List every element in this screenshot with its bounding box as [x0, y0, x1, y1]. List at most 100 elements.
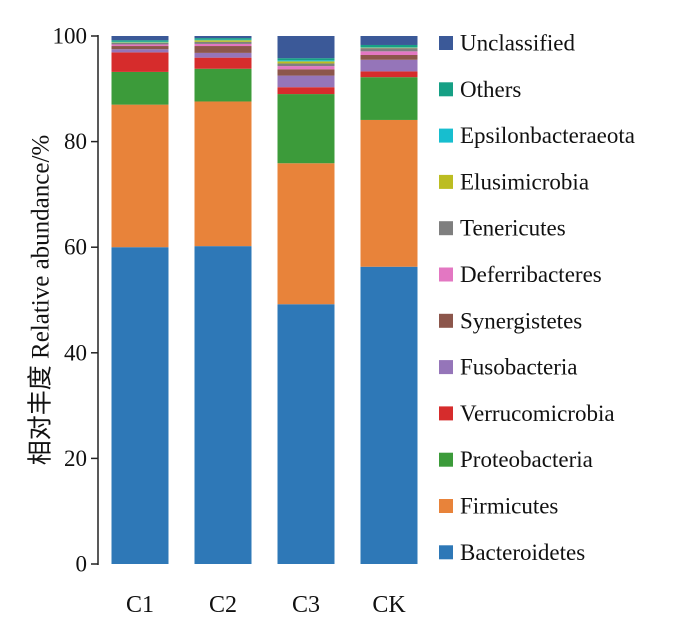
- legend-swatch: [439, 545, 453, 560]
- legend-swatch: [439, 174, 453, 189]
- bar-c1-others: [111, 40, 169, 42]
- legend-swatch: [439, 360, 453, 375]
- x-tick-label-ck: CK: [372, 592, 406, 618]
- legend-label: Deferribacteres: [460, 262, 602, 287]
- bar-ck-verrucomicrobia: [360, 71, 418, 78]
- legend-swatch: [439, 267, 453, 282]
- bar-c3-synergistetes: [277, 69, 335, 76]
- legend-item-deferribacteres: Deferribacteres: [439, 262, 602, 287]
- bar-c2-verrucomicrobia: [194, 57, 252, 69]
- bar-stack-ck: [360, 36, 418, 564]
- y-tick-label: 40: [64, 340, 87, 365]
- legend-item-synergistetes: Synergistetes: [439, 308, 582, 333]
- bar-c2-bacteroidetes: [194, 246, 252, 565]
- legend-label: Firmicutes: [460, 494, 558, 519]
- x-tick-label-c1: C1: [126, 592, 154, 618]
- bar-c3-bacteroidetes: [277, 304, 335, 564]
- y-tick-label: 0: [76, 552, 88, 577]
- bar-c2-proteobacteria: [194, 68, 252, 102]
- bar-c1-synergistetes: [111, 46, 169, 50]
- legend-label: Elusimicrobia: [460, 169, 589, 194]
- bar-c2-fusobacteria: [194, 52, 252, 58]
- legend-label: Others: [460, 77, 521, 102]
- legend-item-tenericutes: Tenericutes: [439, 216, 566, 241]
- bar-c3-elusimicrobia: [277, 61, 335, 64]
- y-tick-label: 60: [64, 235, 87, 260]
- legend-swatch: [439, 36, 453, 50]
- bar-ck-elusimicrobia: [360, 47, 418, 49]
- bar-stack-c2: [194, 36, 252, 565]
- legend-item-epsilonbacteraeota: Epsilonbacteraeota: [439, 123, 635, 148]
- legend-label: Verrucomicrobia: [460, 401, 615, 426]
- legend-swatch: [439, 406, 453, 421]
- bar-c1-fusobacteria: [111, 49, 169, 53]
- bar-c2-tenericutes: [194, 41, 252, 44]
- legend-swatch: [439, 452, 453, 467]
- legend-label: Proteobacteria: [460, 447, 593, 472]
- bar-c3-deferribacteres: [277, 66, 335, 70]
- legend-label: Epsilonbacteraeota: [460, 123, 635, 148]
- legend-swatch: [439, 82, 453, 97]
- legend-item-unclassified: Unclassified: [439, 31, 575, 56]
- bar-ck-tenericutes: [360, 48, 418, 52]
- bar-c1-verrucomicrobia: [111, 52, 169, 72]
- bar-c1-elusimicrobia: [111, 42, 169, 43]
- legend-item-elusimicrobia: Elusimicrobia: [439, 169, 589, 194]
- bar-c2-elusimicrobia: [194, 40, 252, 42]
- plot-area: [111, 36, 418, 565]
- legend-item-verrucomicrobia: Verrucomicrobia: [439, 401, 615, 426]
- bar-ck-synergistetes: [360, 55, 418, 60]
- bar-c1-deferribacteres: [111, 44, 169, 47]
- y-axis: 0 20 40 60 80 100: [53, 24, 99, 577]
- bar-c2-unclassified: [194, 36, 252, 39]
- bar-c3-verrucomicrobia: [277, 87, 335, 95]
- bar-c2-synergistetes: [194, 46, 252, 53]
- bar-c3-fusobacteria: [277, 75, 335, 88]
- y-tick-label: 80: [64, 129, 87, 154]
- legend-label: Bacteroidetes: [460, 540, 585, 565]
- x-axis: C1 C2 C3 CK: [126, 592, 406, 618]
- bar-c1-epsilonbacteraeota: [111, 41, 169, 43]
- bar-ck-proteobacteria: [360, 77, 418, 120]
- bar-ck-unclassified: [360, 36, 418, 45]
- bar-c2-others: [194, 38, 252, 40]
- bar-c2-epsilonbacteraeota: [194, 39, 252, 41]
- legend-item-bacteroidetes: Bacteroidetes: [439, 540, 585, 565]
- bar-c3-firmicutes: [277, 163, 335, 305]
- bar-c3-others: [277, 58, 335, 61]
- legend-label: Synergistetes: [460, 308, 582, 333]
- bar-ck-epsilonbacteraeota: [360, 47, 418, 48]
- legend-swatch: [439, 313, 453, 328]
- bar-c1-proteobacteria: [111, 71, 169, 105]
- bar-stack-c3: [277, 36, 335, 564]
- bar-c2-firmicutes: [194, 101, 252, 247]
- legend-label: Tenericutes: [460, 216, 566, 241]
- y-tick-label: 20: [64, 446, 87, 471]
- bar-ck-firmicutes: [360, 119, 418, 267]
- bar-c1-unclassified: [111, 36, 169, 41]
- bar-c1-tenericutes: [111, 42, 169, 45]
- bar-c3-proteobacteria: [277, 94, 335, 164]
- legend-item-firmicutes: Firmicutes: [439, 494, 558, 519]
- legend-label: Unclassified: [460, 31, 575, 56]
- y-axis-label: 相对丰度 Relative abundance/%: [27, 135, 55, 465]
- bar-stack-c1: [111, 36, 169, 564]
- bar-ck-fusobacteria: [360, 59, 418, 72]
- legend-label: Fusobacteria: [460, 355, 578, 380]
- bar-ck-others: [360, 44, 418, 48]
- x-tick-label-c3: C3: [292, 592, 320, 618]
- legend-swatch: [439, 128, 453, 143]
- bar-ck-deferribacteres: [360, 51, 418, 56]
- x-tick-label-c2: C2: [209, 592, 237, 618]
- bar-c3-tenericutes: [277, 63, 335, 67]
- legend-item-others: Others: [439, 77, 521, 102]
- bar-ck-bacteroidetes: [360, 266, 418, 564]
- legend-swatch: [439, 499, 453, 513]
- bar-c2-deferribacteres: [194, 43, 252, 47]
- bar-c3-unclassified: [277, 36, 335, 59]
- bar-c3-epsilonbacteraeota: [277, 60, 335, 62]
- legend-item-proteobacteria: Proteobacteria: [439, 447, 593, 472]
- y-tick-label: 100: [53, 24, 88, 49]
- legend-swatch: [439, 221, 453, 236]
